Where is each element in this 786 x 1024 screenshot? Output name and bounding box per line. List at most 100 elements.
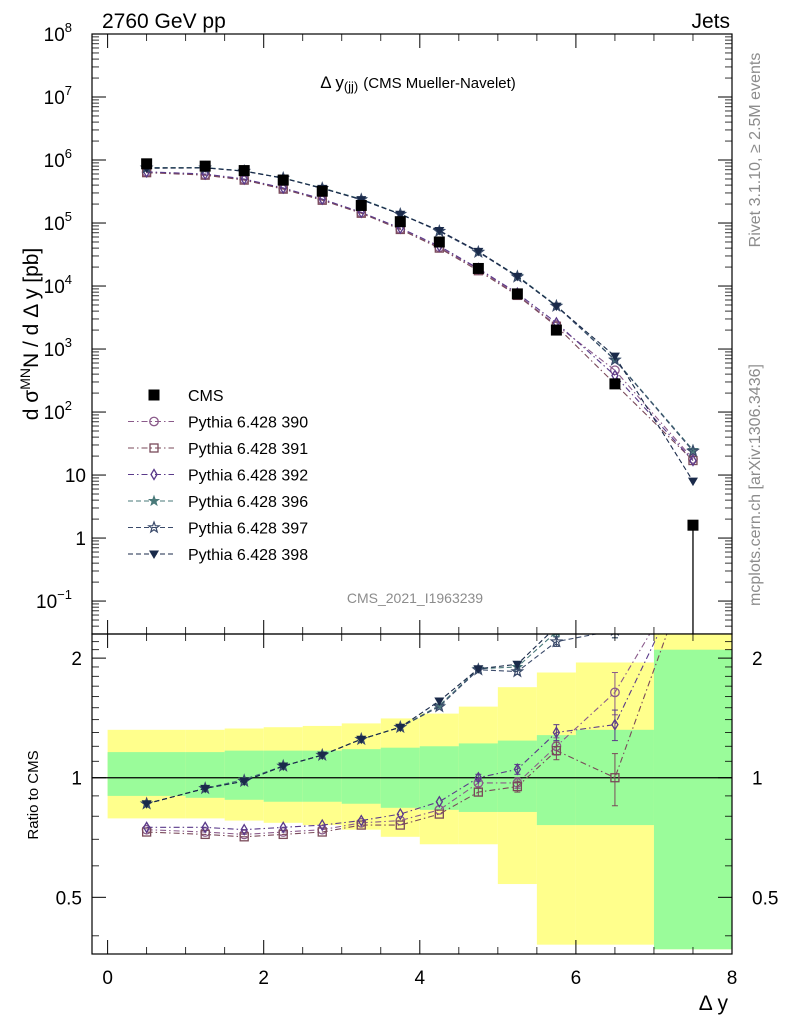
ratio-point bbox=[317, 827, 327, 837]
series-pythia-6.428-396 bbox=[140, 161, 700, 456]
legend-label: Pythia 6.428 398 bbox=[188, 547, 308, 564]
ratio-point bbox=[551, 745, 562, 756]
ratio-series-pythia-6.428-398 bbox=[141, 497, 698, 809]
series-point bbox=[686, 443, 700, 457]
series-line bbox=[146, 167, 694, 452]
uncertainty-band-inner bbox=[107, 752, 186, 796]
legend-label: Pythia 6.428 396 bbox=[188, 494, 308, 511]
ratio-point bbox=[141, 800, 152, 809]
header-right: Jets bbox=[691, 10, 730, 33]
ratio-plot-area bbox=[92, 497, 732, 950]
ratio-point bbox=[610, 687, 620, 698]
legend-marker bbox=[147, 520, 161, 534]
ratio-point bbox=[356, 820, 366, 830]
ratio-axes: 0.5 0.5 1 1 2 2 0 2 4 6 8 bbox=[56, 634, 778, 989]
legend-marker bbox=[149, 443, 159, 453]
ratio-point bbox=[396, 807, 405, 821]
series-line bbox=[146, 167, 694, 482]
x-tick-label: 0 bbox=[102, 968, 113, 989]
y-tick-label: 106 bbox=[44, 146, 72, 172]
series-point bbox=[473, 247, 484, 257]
ratio-point bbox=[395, 820, 405, 830]
ratio-point bbox=[317, 751, 328, 761]
data-point bbox=[238, 165, 250, 177]
ratio-point bbox=[473, 787, 483, 797]
ratio-point bbox=[512, 660, 523, 670]
ratio-point bbox=[318, 818, 327, 832]
y-tick-label: 102 bbox=[44, 398, 72, 424]
data-point bbox=[472, 262, 484, 274]
series-cms-data bbox=[141, 158, 699, 634]
ratio-point bbox=[552, 726, 561, 739]
x-axis-label: Δ y bbox=[699, 992, 729, 1015]
data-point bbox=[141, 158, 153, 170]
x-tick-label: 2 bbox=[258, 968, 269, 989]
data-point bbox=[316, 185, 328, 197]
series-point bbox=[608, 352, 622, 366]
y-tick-label: 108 bbox=[44, 20, 72, 46]
series-point bbox=[609, 352, 620, 362]
ratio-y-tick-label: 1 bbox=[71, 769, 82, 790]
rivet-label: Rivet 3.1.10, ≥ 2.5M events bbox=[747, 53, 764, 248]
series-point bbox=[610, 365, 620, 376]
data-point bbox=[550, 324, 562, 336]
plot-title: Δ y(jj) (CMS Mueller-Navelet) bbox=[320, 73, 516, 94]
ratio-point bbox=[239, 777, 250, 787]
ratio-point bbox=[432, 699, 447, 713]
ratio-point bbox=[201, 821, 209, 834]
ratio-y-tick-label: 2 bbox=[71, 649, 82, 670]
series-point bbox=[687, 477, 698, 487]
series-point bbox=[551, 302, 562, 312]
series-point bbox=[395, 210, 406, 220]
x-tick-label: 6 bbox=[571, 968, 582, 989]
legend: CMS Pythia 6.428 390 Pythia 6.428 391 Pythi… bbox=[128, 388, 308, 564]
ratio-point bbox=[357, 814, 366, 827]
series-point bbox=[686, 443, 700, 456]
data-point bbox=[355, 199, 367, 211]
series-line bbox=[146, 171, 694, 461]
data-point bbox=[687, 519, 699, 531]
ratio-point bbox=[435, 795, 444, 809]
main-plot-area bbox=[139, 158, 700, 634]
data-point bbox=[277, 174, 289, 186]
ratio-point bbox=[473, 665, 484, 674]
y-tick-label: 1 bbox=[75, 529, 86, 550]
ratio-y-tick-label-right: 2 bbox=[752, 649, 763, 670]
ratio-point bbox=[513, 763, 522, 776]
ratio-point bbox=[610, 773, 620, 783]
series-line bbox=[146, 166, 694, 451]
ratio-point bbox=[395, 723, 406, 733]
legend-marker-cms bbox=[148, 389, 160, 401]
ratio-point bbox=[239, 832, 249, 842]
ratio-y-tick-label: 0.5 bbox=[56, 888, 82, 909]
x-tick-label: 8 bbox=[727, 968, 738, 989]
legend-label: Pythia 6.428 397 bbox=[188, 521, 308, 538]
legend-marker bbox=[149, 416, 159, 427]
ratio-frame bbox=[91, 633, 733, 955]
legend-marker bbox=[149, 550, 159, 559]
series-point bbox=[279, 181, 287, 195]
uncertainty-band-inner bbox=[263, 750, 303, 802]
ratio-point bbox=[278, 762, 289, 772]
legend-label: Pythia 6.428 390 bbox=[188, 415, 308, 432]
ratio-point bbox=[549, 634, 564, 648]
legend-label: Pythia 6.428 392 bbox=[188, 468, 308, 485]
legend-label: Pythia 6.428 391 bbox=[188, 441, 308, 458]
series-point bbox=[512, 272, 523, 282]
data-point bbox=[394, 216, 406, 228]
y-tick-label: 107 bbox=[44, 83, 72, 109]
ratio-panel: 0.5 0.5 1 1 2 2 0 2 4 6 8 Ratio to CMS Δ y bbox=[25, 497, 778, 1015]
ratio-point bbox=[610, 603, 620, 612]
series-point bbox=[318, 192, 327, 206]
legend-label-cms: CMS bbox=[188, 388, 224, 405]
main-y-axis: 10−1 1 10 102 103 104 105 106 107 108 bbox=[36, 20, 733, 635]
ratio-point bbox=[551, 623, 561, 632]
main-panel: 10−1 1 10 102 103 104 105 106 107 108 Δ y(jj) (CMS… bbox=[17, 20, 733, 635]
series-pythia-6.428-398 bbox=[141, 164, 698, 487]
ratio-point bbox=[688, 497, 698, 506]
ratio-point bbox=[141, 827, 152, 837]
ratio-point bbox=[434, 697, 445, 706]
y-tick-label: 105 bbox=[44, 209, 72, 235]
series-point bbox=[201, 167, 209, 181]
data-point bbox=[433, 236, 445, 248]
